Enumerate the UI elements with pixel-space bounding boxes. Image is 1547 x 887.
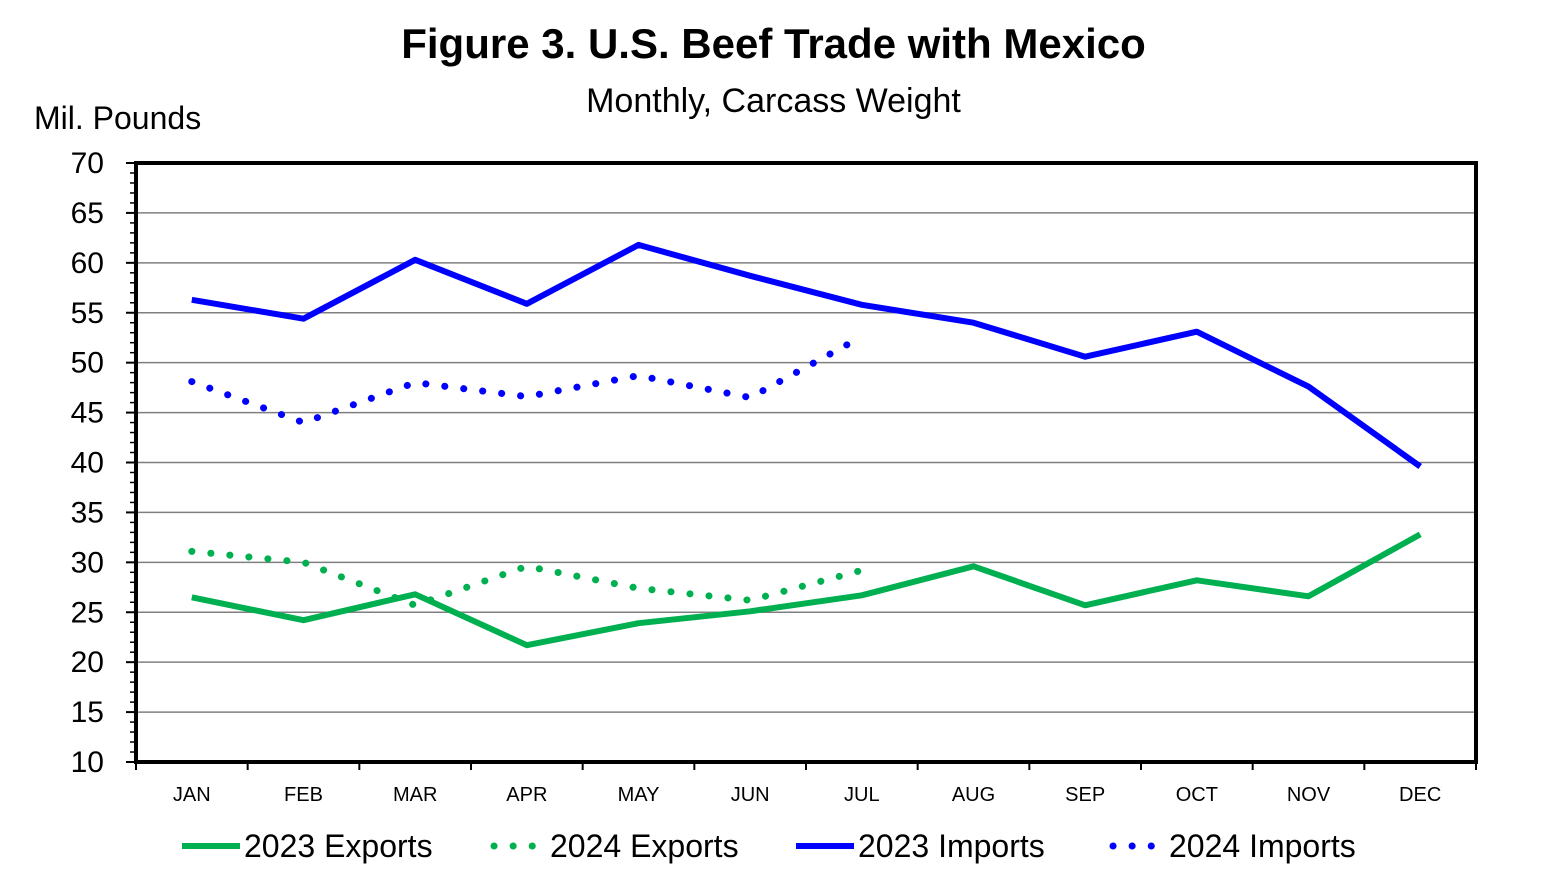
y-tick-label: 15	[71, 696, 104, 729]
y-axis: 10 15 20 25 30 35 40 45 50 55 60 65 70	[71, 147, 136, 779]
x-tick-label: NOV	[1287, 784, 1331, 806]
series-lines	[188, 241, 1422, 649]
legend-label: 2023 Exports	[244, 828, 433, 864]
y-tick-label: 10	[71, 746, 104, 779]
x-tick-label: JUL	[844, 784, 880, 806]
y-tick-label: 35	[71, 496, 104, 529]
x-tick-label: JAN	[173, 784, 211, 806]
y-tick-label: 45	[71, 397, 104, 430]
x-tick-label: MAR	[393, 784, 437, 806]
series-line-2023-imports	[191, 241, 1422, 469]
chart-subtitle: Monthly, Carcass Weight	[586, 82, 961, 120]
legend-label: 2024 Exports	[550, 828, 739, 864]
x-tick-label: MAY	[618, 784, 660, 806]
y-tick-label: 55	[71, 297, 104, 330]
y-tick-label: 50	[71, 347, 104, 380]
x-tick-label: APR	[506, 784, 547, 806]
y-tick-label: 30	[71, 546, 104, 579]
x-axis: JAN FEB MAR APR MAY JUN JUL AUG SEP OCT NOV DEC	[135, 762, 1477, 806]
x-tick-label: FEB	[284, 784, 323, 806]
y-tick-label: 65	[71, 197, 104, 230]
chart-title: Figure 3. U.S. Beef Trade with Mexico	[401, 20, 1146, 67]
y-axis-label: Mil. Pounds	[34, 100, 202, 136]
y-tick-label: 25	[71, 596, 104, 629]
x-tick-label: AUG	[952, 784, 995, 806]
y-tick-label: 40	[71, 447, 104, 480]
legend-item: 2024 Imports	[1109, 828, 1356, 864]
legend: 2023 Exports 2024 Exports 2023 Imports 2024…	[182, 828, 1356, 864]
y-tick-label: 70	[71, 147, 104, 180]
y-tick-label: 20	[71, 646, 104, 679]
y-tick-label: 60	[71, 247, 104, 280]
legend-item: 2024 Exports	[490, 828, 739, 864]
series-line-2024-imports	[188, 333, 866, 427]
legend-item: 2023 Exports	[182, 828, 433, 864]
series-line-2024-exports	[188, 547, 866, 609]
legend-label: 2023 Imports	[858, 828, 1045, 864]
x-tick-label: SEP	[1065, 784, 1105, 806]
legend-label: 2024 Imports	[1169, 828, 1356, 864]
x-tick-label: JUN	[731, 784, 770, 806]
legend-item: 2023 Imports	[796, 828, 1045, 864]
gridlines	[136, 212, 1476, 713]
x-tick-label: OCT	[1176, 784, 1218, 806]
x-tick-label: DEC	[1399, 784, 1441, 806]
